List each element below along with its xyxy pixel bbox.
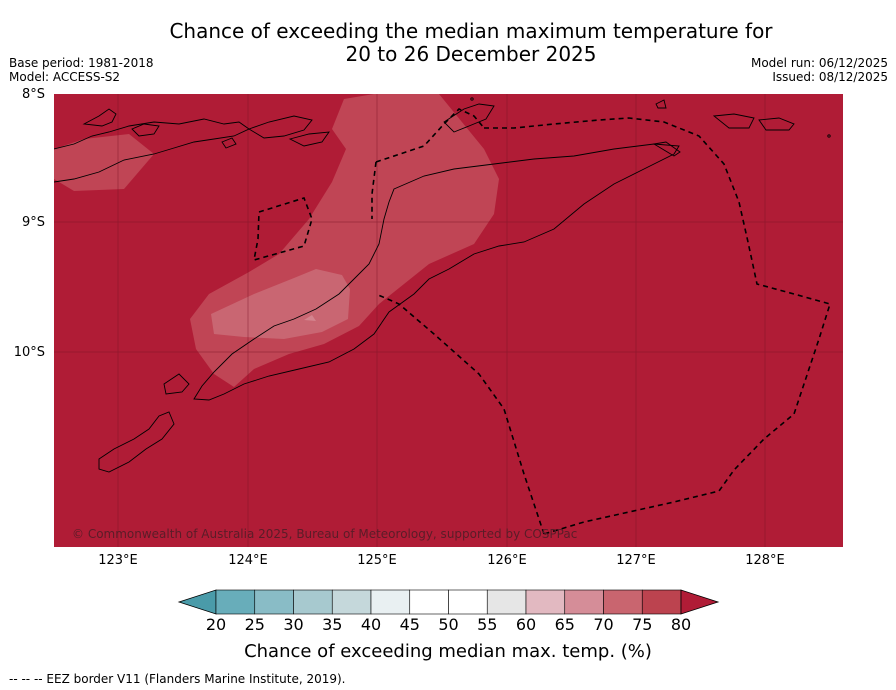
run-info: Model run: 06/12/2025 Issued: 08/12/2025: [751, 56, 888, 84]
eez-border: [252, 108, 832, 535]
colorbar-cell: [409, 589, 449, 615]
lon-label: 124°E: [228, 553, 268, 568]
colorbar-cell: [448, 589, 488, 615]
colorbar-tick-label: 75: [632, 615, 653, 634]
colorbar-tick-label: 20: [205, 615, 227, 634]
colorbar-tick-label: 35: [322, 615, 343, 634]
colorbar-tick-label: 80: [670, 615, 692, 634]
colorbar-tick-label: 65: [554, 615, 575, 634]
colorbar-extend-low: [177, 589, 217, 615]
lat-label: 9°S: [21, 215, 45, 230]
colorbar-tick-label: 25: [244, 615, 265, 634]
colorbar-cell: [370, 589, 411, 615]
eez-legend-note: -- -- -- EEZ border V11 (Flanders Marine…: [9, 672, 346, 686]
colorbar-cell: [641, 589, 682, 615]
issued-date: Issued: 08/12/2025: [772, 70, 888, 84]
title-line-2: 20 to 26 December 2025: [345, 42, 597, 66]
colorbar-cell: [486, 589, 527, 615]
probability-band-65: [304, 315, 316, 321]
colorbar-tick-label: 45: [399, 615, 420, 634]
colorbar-cell: [254, 589, 294, 615]
probability-band-70: [211, 269, 350, 339]
colorbar-tick-label: 40: [360, 615, 382, 634]
lat-label: 10°S: [13, 345, 45, 360]
probability-map: © Commonwealth of Australia 2025, Bureau…: [54, 94, 843, 547]
lon-label: 127°E: [616, 553, 656, 568]
colorbar-cell: [293, 589, 333, 615]
colorbar-extend-high: [680, 589, 720, 615]
graticule: [54, 94, 843, 547]
colorbar-cell: [603, 589, 643, 615]
colorbar: [177, 589, 720, 615]
colorbar-cell: [525, 589, 566, 615]
base-period: Base period: 1981-2018: [9, 56, 154, 70]
lon-label: 123°E: [98, 553, 138, 568]
lon-label: 125°E: [357, 553, 397, 568]
colorbar-cell: [215, 589, 256, 615]
map-title: Chance of exceeding the median maximum t…: [0, 20, 896, 66]
model-name: Model: ACCESS-S2: [9, 70, 121, 84]
colorbar-tick-label: 50: [438, 615, 459, 634]
colorbar-cell: [564, 589, 604, 615]
colorbar-cells: [177, 589, 720, 615]
model-run-date: Model run: 06/12/2025: [750, 56, 888, 70]
lon-label: 128°E: [745, 553, 785, 568]
coastlines: [54, 97, 831, 473]
lon-label: 126°E: [487, 553, 527, 568]
title-line-1: Chance of exceeding the median maximum t…: [169, 19, 773, 43]
colorbar-cell: [331, 589, 372, 615]
colorbar-tick-label: 60: [515, 615, 537, 634]
copyright-notice: © Commonwealth of Australia 2025, Bureau…: [72, 527, 577, 541]
lat-label: 8°S: [21, 87, 45, 102]
probability-band-75: [54, 134, 154, 191]
colorbar-tick-label: 55: [477, 615, 498, 634]
colorbar-label: Chance of exceeding median max. temp. (%…: [244, 641, 652, 662]
model-info: Base period: 1981-2018 Model: ACCESS-S2: [9, 56, 154, 84]
colorbar-tick-label: 30: [283, 615, 304, 634]
colorbar-tick-label: 70: [593, 615, 614, 634]
